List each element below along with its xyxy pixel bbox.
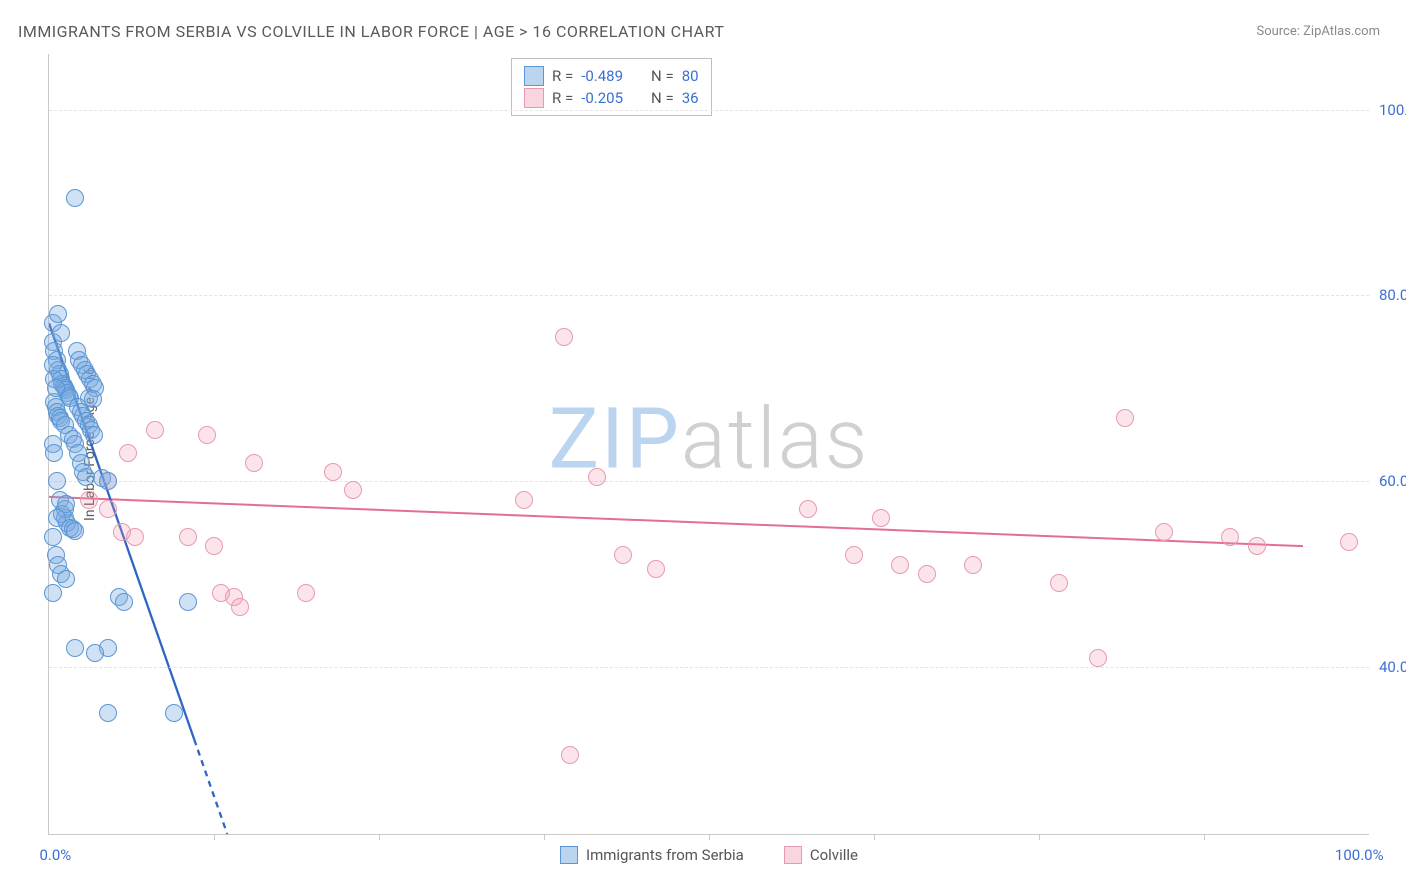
x-tick <box>1039 834 1040 840</box>
data-point <box>1050 574 1068 592</box>
n-value: 80 <box>682 65 699 87</box>
data-point <box>872 509 890 527</box>
trend-lines-layer <box>49 54 1369 834</box>
data-point <box>80 491 98 509</box>
grid-line <box>49 481 1369 482</box>
legend-swatch <box>524 88 544 108</box>
data-point <box>45 444 63 462</box>
data-point <box>344 481 362 499</box>
n-label: N = <box>651 87 674 109</box>
legend-row: R = -0.489 N = 80 <box>524 65 699 87</box>
data-point <box>324 463 342 481</box>
n-label: N = <box>651 65 674 87</box>
data-point <box>231 598 249 616</box>
data-point <box>891 556 909 574</box>
data-point <box>1155 523 1173 541</box>
correlation-legend: R = -0.489 N = 80 R = -0.205 N = 36 <box>511 58 712 116</box>
data-point <box>1340 533 1358 551</box>
data-point <box>205 537 223 555</box>
data-point <box>1248 537 1266 555</box>
data-point <box>179 528 197 546</box>
y-tick-label: 80.0% <box>1379 286 1406 304</box>
data-point <box>165 704 183 722</box>
data-point <box>84 390 102 408</box>
source-attribution: Source: ZipAtlas.com <box>1256 24 1380 39</box>
data-point <box>85 426 103 444</box>
series-legend: Immigrants from Serbia Colville <box>560 844 858 866</box>
data-point <box>52 324 70 342</box>
data-point <box>115 593 133 611</box>
watermark-zip: ZIP <box>549 390 681 489</box>
data-point <box>99 704 117 722</box>
data-point <box>99 472 117 490</box>
data-point <box>964 556 982 574</box>
data-point <box>198 426 216 444</box>
data-point <box>66 522 84 540</box>
data-point <box>245 454 263 472</box>
r-value: -0.489 <box>581 65 623 87</box>
x-tick-label: 0.0% <box>39 846 71 864</box>
grid-line <box>49 667 1369 668</box>
watermark-atlas: atlas <box>681 390 870 489</box>
data-point <box>297 584 315 602</box>
grid-line <box>49 295 1369 296</box>
grid-line <box>49 110 1369 111</box>
x-tick <box>1204 834 1205 840</box>
data-point <box>179 593 197 611</box>
legend-swatch <box>784 846 802 864</box>
data-point <box>561 746 579 764</box>
data-point <box>119 444 137 462</box>
r-label: R = <box>552 87 573 109</box>
data-point <box>66 639 84 657</box>
x-tick <box>214 834 215 840</box>
legend-row: R = -0.205 N = 36 <box>524 87 699 109</box>
data-point <box>99 500 117 518</box>
x-tick-label: 100.0% <box>1335 846 1384 864</box>
plot-area: In Labor Force | Age > 16 ZIPatlas R =-0… <box>48 54 1369 835</box>
data-point <box>47 379 65 397</box>
y-tick-label: 60.0% <box>1379 472 1406 490</box>
legend-label: Colville <box>810 844 858 866</box>
y-tick-label: 40.0% <box>1379 658 1406 676</box>
data-point <box>918 565 936 583</box>
data-point <box>126 528 144 546</box>
x-tick <box>544 834 545 840</box>
n-value: 36 <box>682 87 699 109</box>
data-point <box>66 189 84 207</box>
data-point <box>44 584 62 602</box>
data-point <box>845 546 863 564</box>
data-point <box>57 570 75 588</box>
legend-swatch <box>524 66 544 86</box>
x-tick <box>709 834 710 840</box>
data-point <box>647 560 665 578</box>
data-point <box>146 421 164 439</box>
legend-item: Immigrants from Serbia <box>560 844 744 866</box>
data-point <box>49 305 67 323</box>
data-point <box>515 491 533 509</box>
data-point <box>48 472 66 490</box>
legend-label: Immigrants from Serbia <box>586 844 744 866</box>
data-point <box>1089 649 1107 667</box>
data-point <box>1116 409 1134 427</box>
chart-title: IMMIGRANTS FROM SERBIA VS COLVILLE IN LA… <box>18 22 724 41</box>
data-point <box>48 509 66 527</box>
r-label: R = <box>552 65 573 87</box>
legend-item: Colville <box>784 844 858 866</box>
x-tick <box>379 834 380 840</box>
data-point <box>614 546 632 564</box>
data-point <box>86 644 104 662</box>
data-point <box>799 500 817 518</box>
data-point <box>44 528 62 546</box>
data-point <box>555 328 573 346</box>
data-point <box>588 468 606 486</box>
legend-swatch <box>560 846 578 864</box>
data-point <box>1221 528 1239 546</box>
r-value: -0.205 <box>581 87 623 109</box>
x-tick <box>874 834 875 840</box>
y-tick-label: 100.0% <box>1379 101 1406 119</box>
